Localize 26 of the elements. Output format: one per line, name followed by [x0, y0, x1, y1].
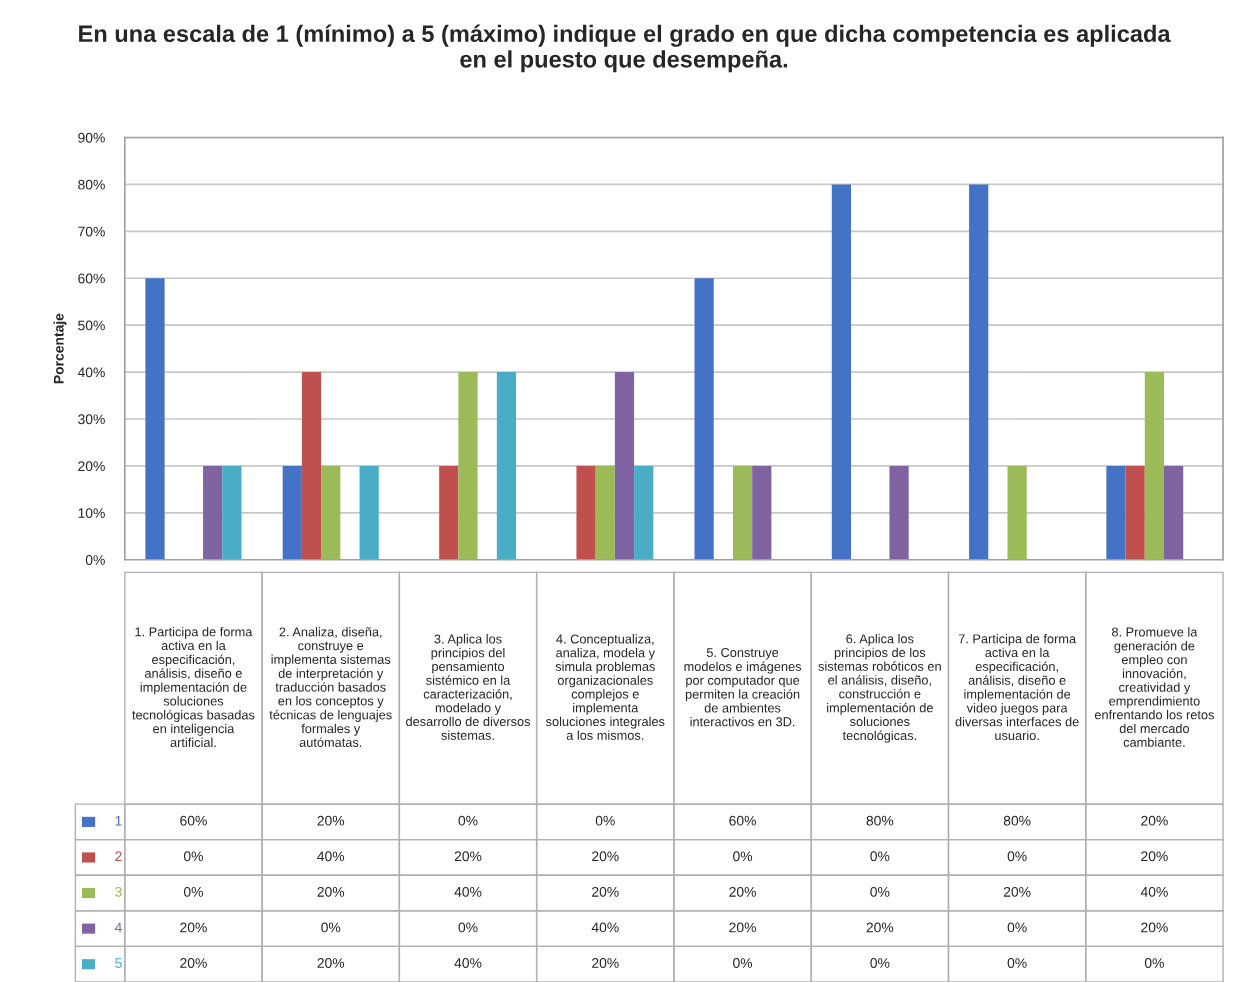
bar	[301, 372, 322, 560]
bar	[1125, 465, 1145, 560]
bar	[694, 278, 714, 560]
bar	[831, 184, 852, 560]
bar	[1144, 372, 1165, 560]
bar	[595, 465, 615, 560]
bar	[614, 372, 635, 560]
bar	[752, 465, 772, 560]
bar	[222, 465, 242, 560]
bar	[634, 465, 654, 560]
bar	[458, 372, 478, 560]
bar	[203, 465, 223, 560]
bar	[321, 465, 341, 560]
bar	[1164, 465, 1184, 560]
bar	[282, 465, 302, 560]
bar	[359, 465, 379, 560]
bar	[145, 278, 165, 560]
bar	[732, 465, 753, 560]
bar	[576, 465, 596, 560]
bar	[1106, 465, 1126, 560]
bar	[439, 465, 459, 560]
bar	[889, 465, 909, 560]
bar	[1007, 465, 1027, 560]
chart-title: En una escala de 1 (mínimo) a 5 (máximo) indique el grado en que dicha competencia es aplicada en el puesto que desempeña.	[79, 24, 1171, 73]
bar	[969, 184, 989, 560]
bar	[496, 372, 517, 560]
